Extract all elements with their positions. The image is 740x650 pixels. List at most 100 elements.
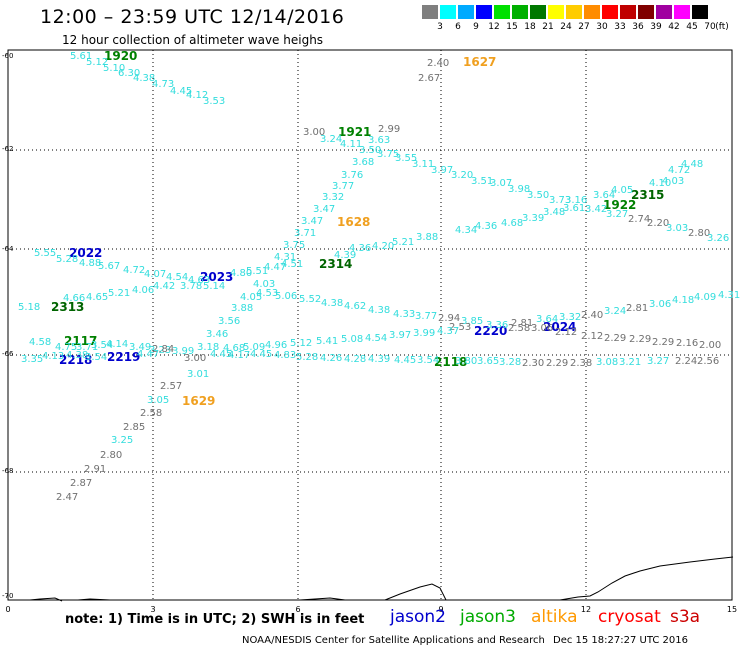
wave-height-value: 3.20 bbox=[451, 170, 473, 181]
legend-label-39: 39 bbox=[650, 22, 662, 32]
wave-height-value: 3.97 bbox=[431, 165, 453, 176]
wave-height-value: 5.52 bbox=[299, 294, 321, 305]
legend-label-33: 33 bbox=[614, 22, 626, 32]
wave-height-value: 3.80 bbox=[455, 356, 477, 367]
legend-unit: (ft) bbox=[715, 22, 729, 32]
wave-height-value: 4.48 bbox=[681, 159, 703, 170]
wave-height-value: 2.87 bbox=[70, 478, 92, 489]
wave-height-value: 3.99 bbox=[413, 328, 435, 339]
wave-height-value: 2.24 bbox=[675, 356, 697, 367]
wave-height-value: 4.03 bbox=[662, 176, 684, 187]
wave-height-value: 3.28 bbox=[499, 357, 521, 368]
wave-height-value: 2.58 bbox=[508, 323, 530, 334]
pass-number-label: 2218 bbox=[59, 353, 92, 367]
legend-swatch-70 bbox=[692, 5, 709, 19]
wave-height-value: 2.38 bbox=[570, 358, 592, 369]
wave-height-value: 2.85 bbox=[123, 422, 145, 433]
pass-number-label: 1628 bbox=[337, 215, 370, 229]
lat-tick-label-66: -66 bbox=[2, 350, 14, 358]
wave-height-value: 3.88 bbox=[231, 303, 253, 314]
wave-height-value: 4.20 bbox=[372, 241, 394, 252]
wave-height-value: 4.07 bbox=[144, 269, 166, 280]
wave-height-value: 2.81 bbox=[626, 303, 648, 314]
wave-height-value: 2.40 bbox=[427, 58, 449, 69]
wave-height-value: 4.37 bbox=[437, 326, 459, 337]
wave-height-value: 4.38 bbox=[368, 305, 390, 316]
wave-height-value: 3.06 bbox=[649, 299, 671, 310]
wave-height-value: 3.18 bbox=[197, 342, 219, 353]
wave-height-value: 4.38 bbox=[133, 73, 155, 84]
wave-height-value: 3.26 bbox=[707, 233, 729, 244]
wave-height-value: 2.12 bbox=[581, 331, 603, 342]
legend-label-3: 3 bbox=[437, 22, 443, 32]
wave-height-value: 3.05 bbox=[147, 395, 169, 406]
legend-label-70: 70 bbox=[704, 22, 716, 32]
wave-height-value: 5.21 bbox=[108, 288, 130, 299]
page-title: 12:00 – 23:59 UTC 12/14/2016 bbox=[40, 6, 345, 28]
pass-number-label: 2315 bbox=[631, 188, 664, 202]
wave-height-value: 3.71 bbox=[294, 228, 316, 239]
footer-note: note: 1) Time is in UTC; 2) SWH is in fe… bbox=[65, 612, 365, 627]
wave-height-value: 5.14 bbox=[203, 281, 225, 292]
wave-height-value: 5.12 bbox=[86, 57, 108, 68]
wave-height-value: 3.48 bbox=[543, 207, 565, 218]
legend-swatch-36 bbox=[620, 5, 637, 19]
wave-height-value: 2.84 bbox=[152, 344, 174, 355]
legend-label-27: 27 bbox=[578, 22, 590, 32]
wave-height-value: 3.99 bbox=[172, 346, 194, 357]
lon-tick-label-9: 9 bbox=[438, 605, 443, 614]
wave-height-value: 3.61 bbox=[563, 203, 585, 214]
lat-tick-label-62: -62 bbox=[2, 145, 13, 153]
wave-height-value: 4.54 bbox=[166, 272, 188, 283]
wave-height-value: 4.51 bbox=[281, 259, 303, 270]
wave-height-value: 4.33 bbox=[393, 309, 415, 320]
legend-swatch-21 bbox=[530, 5, 547, 19]
wave-height-value: 4.75 bbox=[55, 342, 77, 353]
wave-height-value: 2.57 bbox=[160, 381, 182, 392]
pass-number-label: 2022 bbox=[69, 246, 102, 260]
pass-number-label: 2219 bbox=[107, 350, 140, 364]
wave-height-value: 3.16 bbox=[565, 195, 587, 206]
wave-height-value: 3.01 bbox=[187, 369, 209, 380]
wave-height-value: 4.80 bbox=[230, 268, 252, 279]
pass-number-label: 1627 bbox=[463, 55, 496, 69]
legend-label-42: 42 bbox=[668, 22, 680, 32]
wave-height-value: 2.29 bbox=[546, 358, 568, 369]
wave-height-value: 2.58 bbox=[140, 408, 162, 419]
pass-number-label: 1920 bbox=[104, 49, 137, 63]
legend-label-15: 15 bbox=[506, 22, 518, 32]
wave-height-value: 2.67 bbox=[418, 73, 440, 84]
lat-tick-label-68: -68 bbox=[2, 467, 13, 475]
legend-swatch-15 bbox=[494, 5, 511, 19]
legend-label-36: 36 bbox=[632, 22, 644, 32]
wave-height-value: 2.29 bbox=[604, 333, 626, 344]
grid-lines bbox=[8, 50, 732, 600]
satellite-label-jason3: jason3 bbox=[460, 607, 516, 627]
wave-height-value: 5.67 bbox=[98, 261, 120, 272]
antarctic-coastline bbox=[29, 556, 734, 602]
wave-height-value: 4.45 bbox=[394, 355, 416, 366]
legend-swatch-33 bbox=[602, 5, 619, 19]
pass-number-label: 2023 bbox=[200, 270, 233, 284]
legend-swatch-27 bbox=[566, 5, 583, 19]
wave-height-value: 4.28 bbox=[344, 354, 366, 365]
wave-height-value: 3.00 bbox=[184, 353, 206, 364]
pass-number-label: 2117 bbox=[64, 334, 97, 348]
wave-height-value: 2.47 bbox=[56, 492, 78, 503]
pass-number-label: 1922 bbox=[603, 198, 636, 212]
wave-height-value: 3.56 bbox=[218, 316, 240, 327]
wave-height-value: 4.03 bbox=[253, 279, 275, 290]
wave-height-value: 3.21 bbox=[619, 357, 641, 368]
wave-height-value: 3.11 bbox=[412, 159, 434, 170]
wave-height-value: 3.78 bbox=[180, 281, 202, 292]
wave-height-value: 4.83 bbox=[274, 350, 296, 361]
wave-height-value: 3.85 bbox=[461, 316, 483, 327]
wave-height-value: 3.08 bbox=[596, 357, 618, 368]
wave-height-value: 4.45 bbox=[250, 349, 272, 360]
wave-height-value: 2.99 bbox=[378, 124, 400, 135]
wave-height-value: 4.88 bbox=[79, 258, 101, 269]
wave-height-value: 4.31 bbox=[274, 252, 296, 263]
wave-height-value: 2.29 bbox=[629, 334, 651, 345]
lat-tick-label-64: -64 bbox=[2, 245, 14, 253]
